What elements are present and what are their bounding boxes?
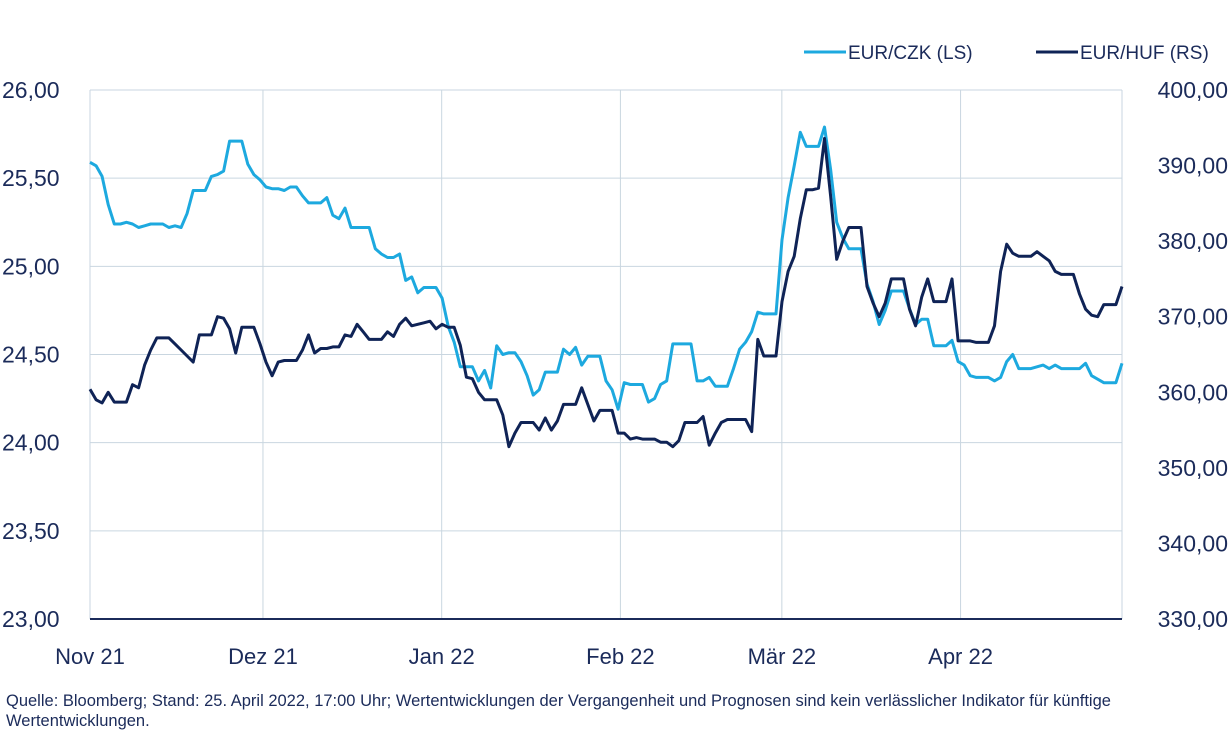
- y-right-tick-label: 350,00: [1158, 455, 1228, 481]
- y-left-tick-label: 23,50: [2, 518, 60, 544]
- x-tick-label: Nov 21: [55, 644, 125, 669]
- y-right-tick-label: 380,00: [1158, 228, 1228, 254]
- y-left-tick-label: 26,00: [2, 77, 60, 103]
- y-right-tick-label: 330,00: [1158, 606, 1228, 632]
- axes: 23,00 23,50 24,00 24,50 25,00 25,50 26,00 330,0…: [2, 77, 1228, 669]
- x-tick-label: Jan 22: [409, 644, 475, 669]
- y-right-tick-label: 370,00: [1158, 304, 1228, 330]
- x-tick-label: Feb 22: [586, 644, 655, 669]
- y-left-tick-label: 25,00: [2, 253, 60, 279]
- y-right-tick-label: 390,00: [1158, 153, 1228, 179]
- grid: [89, 89, 1123, 620]
- x-tick-label: Dez 21: [228, 644, 298, 669]
- y-left-tick-label: 24,50: [2, 342, 60, 368]
- y-right-tick-label: 340,00: [1158, 530, 1228, 556]
- legend-label-eur-czk: EUR/CZK (LS): [848, 43, 973, 64]
- series-lines: [88, 125, 1124, 449]
- fx-line-chart: 23,00 23,50 24,00 24,50 25,00 25,50 26,00 330,0…: [2, 43, 1228, 669]
- series-line-eur-huf: [88, 136, 1124, 449]
- legend-label-eur-huf: EUR/HUF (RS): [1080, 43, 1209, 64]
- series-line-eur-czk: [89, 125, 1124, 411]
- x-tick-label: Apr 22: [928, 644, 993, 669]
- y-right-tick-label: 360,00: [1158, 379, 1228, 405]
- x-tick-label: Mär 22: [748, 644, 816, 669]
- y-right-tick-label: 400,00: [1158, 77, 1228, 103]
- source-note: Quelle: Bloomberg; Stand: 25. April 2022…: [6, 692, 1111, 730]
- y-left-tick-label: 24,00: [2, 430, 60, 456]
- y-left-tick-label: 23,00: [2, 606, 60, 632]
- y-left-tick-label: 25,50: [2, 165, 60, 191]
- legend: EUR/CZK (LS) EUR/HUF (RS): [804, 43, 1209, 64]
